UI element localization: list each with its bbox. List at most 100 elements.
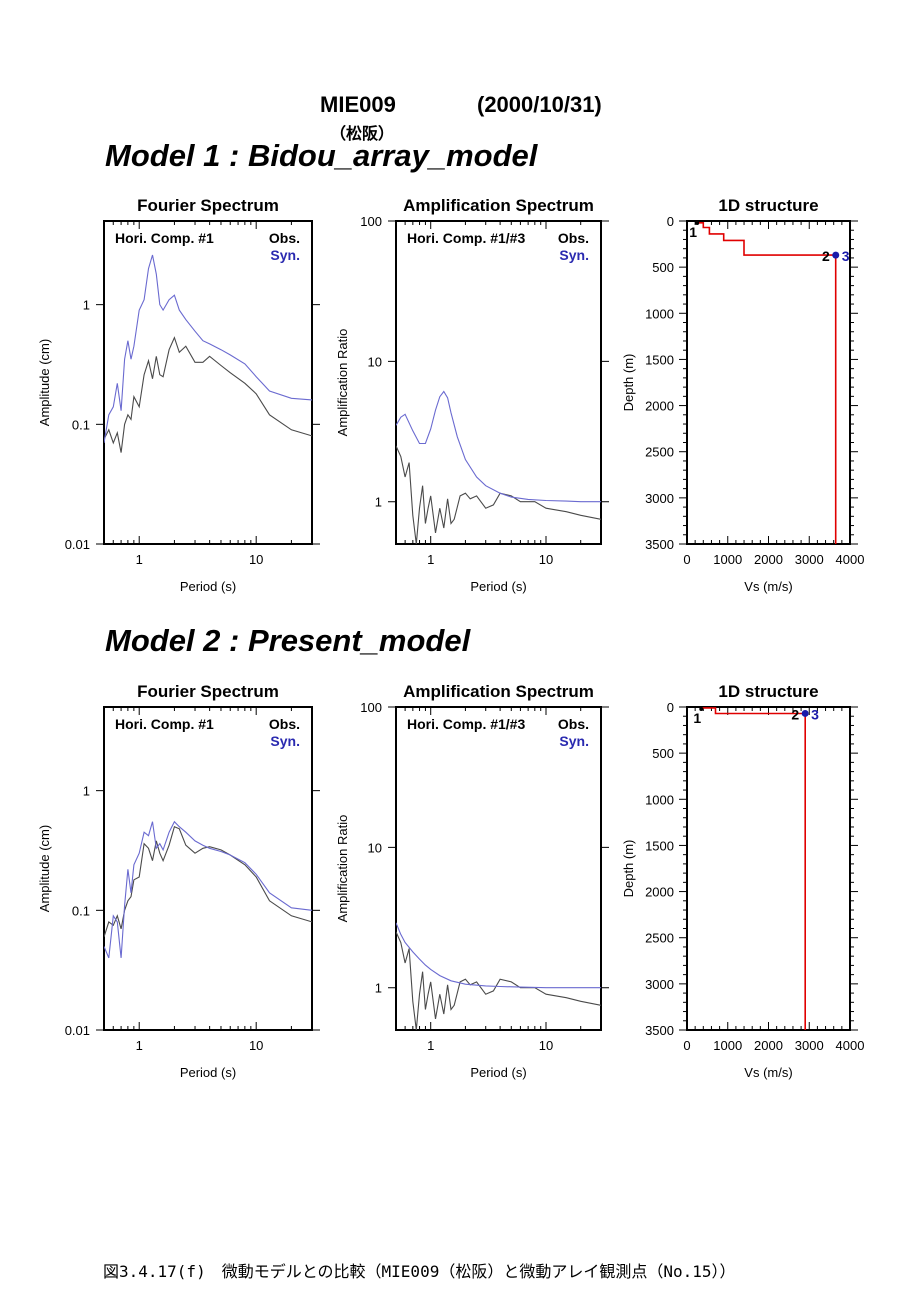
y-tick-label: 1000 (645, 306, 674, 321)
y-tick-label: 0.1 (72, 417, 90, 432)
panel-title: Amplification Spectrum (403, 196, 594, 215)
panel-title: Amplification Spectrum (403, 682, 594, 701)
y-tick-label: 3500 (645, 537, 674, 552)
syn-series-line (396, 922, 601, 989)
legend-obs: Obs. (558, 230, 589, 246)
x-axis-label: Vs (m/s) (744, 1065, 792, 1080)
y-tick-label: 2500 (645, 931, 674, 946)
model-2-title: Model 2 : Present_model (105, 623, 471, 658)
panel-title: 1D structure (718, 682, 818, 701)
x-tick-label: 10 (249, 552, 263, 567)
y-tick-label: 3000 (645, 491, 674, 506)
marker-1-dot (695, 221, 700, 225)
x-tick-label: 1000 (713, 1038, 742, 1053)
y-axis-label: Amplification Ratio (335, 329, 350, 437)
marker-1-dot (699, 707, 704, 711)
x-tick-label: 1 (136, 1038, 143, 1053)
panel-title: Fourier Spectrum (137, 682, 279, 701)
vs-profile-line (696, 221, 837, 544)
y-tick-label: 500 (652, 260, 674, 275)
marker-2-label: 2 (822, 248, 830, 264)
legend-obs: Obs. (269, 716, 300, 732)
legend-syn: Syn. (559, 247, 589, 263)
y-tick-label: 1 (375, 495, 382, 510)
y-tick-label: 10 (368, 354, 382, 369)
y-tick-label: 100 (360, 700, 382, 715)
x-axis-label: Period (s) (180, 579, 236, 594)
obs-series-line (396, 931, 601, 1030)
x-tick-label: 3000 (795, 1038, 824, 1053)
y-axis-label: Amplification Ratio (335, 815, 350, 923)
x-axis-label: Vs (m/s) (744, 579, 792, 594)
y-tick-label: 3000 (645, 977, 674, 992)
marker-3-dot (832, 251, 840, 259)
plot-frame (395, 220, 602, 545)
figure-caption: 図3.4.17(f) 微動モデルとの比較（MIE009（松阪）と微動アレイ観測点… (103, 1262, 736, 1281)
x-tick-label: 10 (539, 552, 553, 567)
x-tick-label: 10 (539, 1038, 553, 1053)
marker-1-label: 1 (693, 710, 701, 726)
component-label: Hori. Comp. #1 (115, 230, 214, 246)
x-tick-label: 1000 (713, 552, 742, 567)
component-label: Hori. Comp. #1/#3 (407, 230, 525, 246)
syn-series-line (104, 254, 312, 443)
x-tick-label: 1 (136, 552, 143, 567)
vs-profile-line (700, 707, 807, 1030)
structure-panel-1: 0 1000 2000 3000 4000 0 500 1000 1500 2000 2500 300… (621, 196, 864, 594)
y-tick-label: 1500 (645, 838, 674, 853)
y-tick-label: 0.1 (72, 903, 90, 918)
x-tick-label: 1 (427, 1038, 434, 1053)
x-tick-label: 1 (427, 552, 434, 567)
x-axis-label: Period (s) (470, 1065, 526, 1080)
plot-frame (686, 220, 851, 545)
y-tick-label: 2500 (645, 445, 674, 460)
x-tick-label: 4000 (836, 552, 865, 567)
plot-frame (103, 706, 313, 1031)
panel-title: 1D structure (718, 196, 818, 215)
legend-syn: Syn. (270, 733, 300, 749)
plot-frame (686, 706, 851, 1031)
x-tick-label: 0 (683, 552, 690, 567)
y-tick-label: 2000 (645, 885, 674, 900)
y-tick-label: 500 (652, 746, 674, 761)
legend-obs: Obs. (269, 230, 300, 246)
x-axis-label: Period (s) (180, 1065, 236, 1080)
station-code: MIE009 (320, 92, 396, 117)
obs-series-line (396, 445, 601, 544)
x-axis-label: Period (s) (470, 579, 526, 594)
component-label: Hori. Comp. #1/#3 (407, 716, 525, 732)
plot-frame (395, 706, 602, 1031)
y-tick-label: 3500 (645, 1023, 674, 1038)
marker-1-label: 1 (689, 224, 697, 240)
legend-syn: Syn. (559, 733, 589, 749)
x-tick-label: 4000 (836, 1038, 865, 1053)
marker-3-label: 3 (811, 706, 819, 722)
four-panel-2: 1 10 0.01 0.1 1 Fourier Spectrum Period (s) Amp… (37, 682, 320, 1080)
y-axis-label: Depth (m) (621, 354, 636, 412)
legend-syn: Syn. (270, 247, 300, 263)
syn-series-line (104, 820, 312, 959)
y-tick-label: 1 (83, 784, 90, 799)
y-tick-label: 1500 (645, 352, 674, 367)
syn-series-line (396, 390, 601, 503)
x-tick-label: 2000 (754, 552, 783, 567)
model-1-title: Model 1 : Bidou_array_model (105, 138, 538, 173)
y-tick-label: 0.01 (65, 537, 90, 552)
obs-series-line (104, 336, 312, 453)
y-tick-label: 0 (667, 214, 674, 229)
component-label: Hori. Comp. #1 (115, 716, 214, 732)
station-place: （松阪） (330, 124, 395, 143)
y-axis-label: Amplitude (cm) (37, 825, 52, 912)
marker-2-label: 2 (791, 706, 799, 722)
amp-panel-1: 1 10 1 10 100 Amplification Spectrum Period (s… (335, 196, 609, 594)
y-axis-label: Depth (m) (621, 840, 636, 898)
y-tick-label: 0.01 (65, 1023, 90, 1038)
x-tick-label: 10 (249, 1038, 263, 1053)
y-axis-label: Amplitude (cm) (37, 339, 52, 426)
legend-obs: Obs. (558, 716, 589, 732)
obs-series-line (104, 825, 312, 938)
y-tick-label: 100 (360, 214, 382, 229)
x-tick-label: 2000 (754, 1038, 783, 1053)
plot-frame (103, 220, 313, 545)
